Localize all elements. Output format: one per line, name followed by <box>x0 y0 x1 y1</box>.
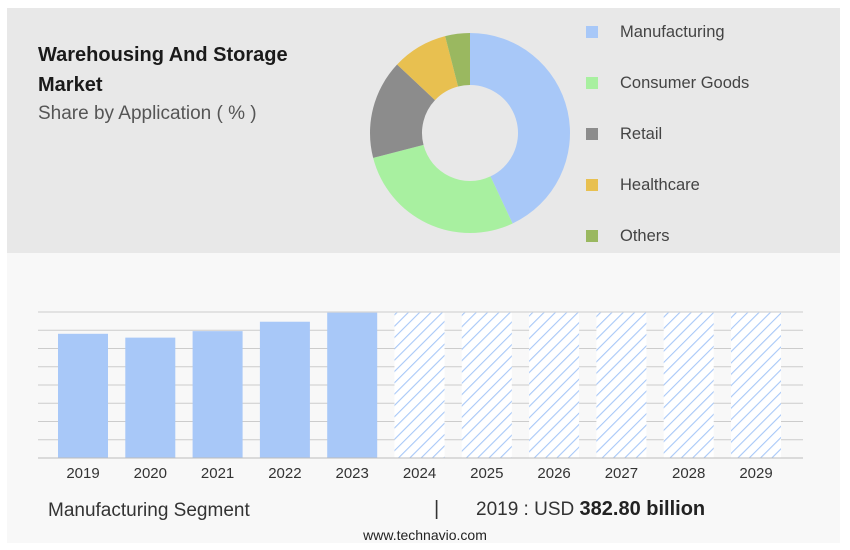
x-tick-label-2026: 2026 <box>537 465 570 482</box>
bar-chart: 2019 2020 2021 2022 2023 2024 2025 2026 2027 2028… <box>38 311 803 482</box>
footer-value: 2019 : USD 382.80 billion <box>476 498 705 521</box>
forecast-bar-2026 <box>529 312 580 458</box>
donut-chart <box>370 33 570 234</box>
legend-label-others: Others <box>620 226 670 245</box>
legend-swatch-healthcare <box>586 179 598 191</box>
donut-slice-consumer-goods <box>373 144 513 234</box>
x-tick-label-2019: 2019 <box>66 465 99 482</box>
x-tick-label-2027: 2027 <box>605 465 638 482</box>
x-tick-label-2029: 2029 <box>739 465 772 482</box>
footer-market-value: 382.80 billion <box>579 498 706 520</box>
donut-slice-retail <box>370 64 436 158</box>
donut-slice-others <box>445 33 470 87</box>
x-tick-label-2021: 2021 <box>201 465 234 482</box>
chart-subtitle: Share by Application ( % ) <box>38 103 257 124</box>
footer-segment-label: Manufacturing Segment <box>48 500 250 521</box>
legend-label-manufacturing: Manufacturing <box>620 22 725 41</box>
legend-item-manufacturing: Manufacturing <box>586 20 806 44</box>
x-tick-label-2023: 2023 <box>336 465 369 482</box>
footer-year-label: 2019 : USD <box>476 499 575 520</box>
bar-2023 <box>327 312 378 458</box>
forecast-bar-2028 <box>663 312 714 458</box>
legend-swatch-manufacturing <box>586 26 598 38</box>
forecast-bar-2027 <box>596 312 647 458</box>
forecast-bar-2025 <box>461 312 512 458</box>
bar-2021 <box>192 331 243 458</box>
bar-2019 <box>58 333 108 458</box>
donut-slice-healthcare <box>397 36 459 101</box>
forecast-bar-2024 <box>394 312 445 458</box>
legend-swatch-retail <box>586 128 598 140</box>
website-link[interactable]: www.technavio.com <box>363 527 487 543</box>
bar-2022 <box>259 321 310 458</box>
legend-swatch-others <box>586 230 598 242</box>
chart-title: Warehousing And Storage Market <box>38 44 288 96</box>
x-tick-label-2020: 2020 <box>134 465 167 482</box>
legend-item-others: Others <box>586 224 806 248</box>
donut-slice-manufacturing <box>470 33 570 224</box>
legend-item-retail: Retail <box>586 122 806 146</box>
legend-label-retail: Retail <box>620 124 663 143</box>
x-tick-label-2028: 2028 <box>672 465 705 482</box>
bar-2020 <box>125 337 176 458</box>
x-tick-label-2024: 2024 <box>403 465 436 482</box>
footer-separator: | <box>434 498 440 520</box>
forecast-bar-2029 <box>731 312 781 458</box>
legend-item-consumer-goods: Consumer Goods <box>586 71 806 95</box>
legend-swatch-consumer-goods <box>586 77 598 89</box>
legend-label-healthcare: Healthcare <box>620 175 700 194</box>
legend-item-healthcare: Healthcare <box>586 173 806 197</box>
x-tick-label-2022: 2022 <box>268 465 301 482</box>
x-tick-label-2025: 2025 <box>470 465 503 482</box>
legend-label-consumer-goods: Consumer Goods <box>620 73 750 92</box>
